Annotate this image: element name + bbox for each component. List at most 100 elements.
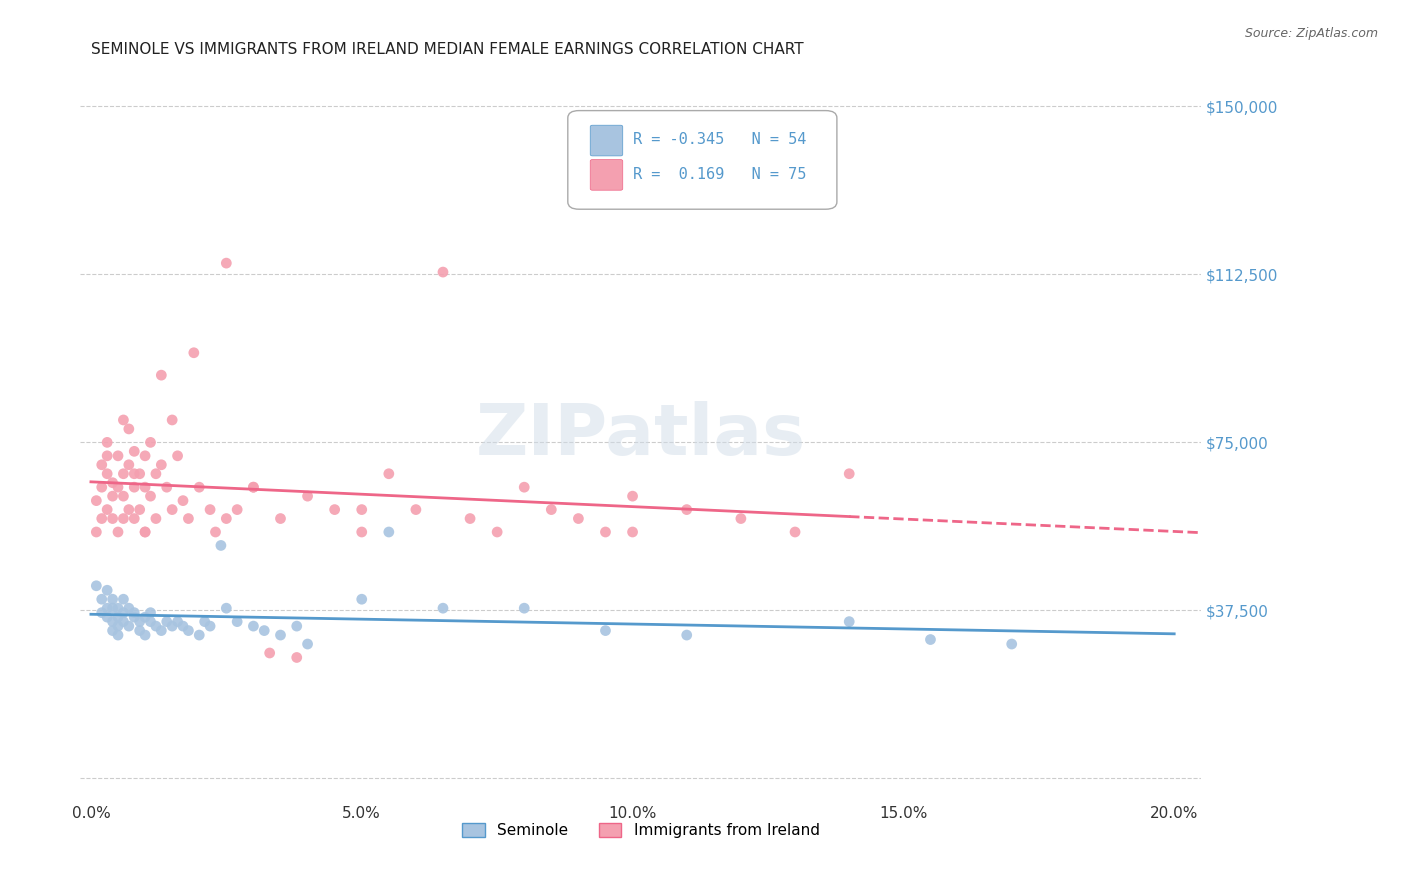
Point (134, 480, 156, 494)
Point (139, 489, 162, 503)
Point (285, 619, 308, 633)
Point (177, 511, 200, 525)
Point (101, 592, 124, 607)
Point (350, 592, 373, 607)
Point (269, 628, 291, 642)
Point (134, 524, 156, 539)
Point (112, 606, 135, 620)
Point (128, 467, 150, 481)
Point (730, 511, 752, 525)
Point (118, 502, 141, 516)
Point (183, 345, 205, 359)
Text: ZIPatlas: ZIPatlas (475, 401, 806, 470)
Point (350, 524, 373, 539)
Point (122, 610, 145, 624)
Point (112, 413, 135, 427)
Point (259, 646, 281, 660)
Point (194, 615, 217, 629)
Point (150, 624, 173, 638)
Point (112, 615, 135, 629)
Legend: Seminole, Immigrants from Ireland: Seminole, Immigrants from Ireland (456, 817, 825, 845)
Point (198, 502, 221, 516)
Point (134, 628, 156, 642)
Point (134, 449, 156, 463)
Text: Source: ZipAtlas.com: Source: ZipAtlas.com (1244, 27, 1378, 40)
Point (215, 601, 238, 615)
Point (112, 489, 135, 503)
Point (177, 624, 200, 638)
Point (595, 624, 617, 638)
Point (160, 619, 183, 633)
Point (96, 449, 118, 463)
Point (86, 579, 108, 593)
Text: R =  0.169   N = 75: R = 0.169 N = 75 (633, 167, 806, 182)
Point (96, 502, 118, 516)
Point (226, 615, 249, 629)
Point (90, 606, 112, 620)
Point (107, 610, 129, 624)
Point (242, 480, 264, 494)
Text: SEMINOLE VS IMMIGRANTS FROM IRELAND MEDIAN FEMALE EARNINGS CORRELATION CHART: SEMINOLE VS IMMIGRANTS FROM IRELAND MEDI… (91, 42, 804, 57)
Point (139, 606, 162, 620)
Point (90, 592, 112, 607)
Point (405, 502, 427, 516)
Point (172, 493, 194, 508)
Point (128, 615, 150, 629)
Point (101, 489, 124, 503)
Point (378, 524, 401, 539)
Point (621, 524, 644, 539)
Point (128, 624, 150, 638)
Point (432, 265, 454, 279)
Point (226, 502, 249, 516)
Point (198, 619, 221, 633)
Point (101, 601, 124, 615)
Point (150, 458, 173, 472)
Point (160, 502, 183, 516)
Point (107, 601, 129, 615)
Point (166, 615, 188, 629)
Point (118, 458, 141, 472)
Point (107, 524, 129, 539)
Point (96, 601, 118, 615)
Point (188, 628, 211, 642)
Point (253, 624, 276, 638)
Point (101, 511, 124, 525)
Point (297, 489, 319, 503)
Point (188, 480, 211, 494)
Point (783, 524, 806, 539)
Point (112, 592, 135, 607)
Point (122, 511, 145, 525)
Text: R = -0.345   N = 54: R = -0.345 N = 54 (633, 132, 806, 147)
Point (112, 467, 135, 481)
Point (90, 458, 112, 472)
Point (101, 615, 124, 629)
Point (107, 619, 129, 633)
Point (378, 467, 401, 481)
Point (242, 480, 264, 494)
Point (101, 624, 124, 638)
Point (118, 601, 141, 615)
Point (139, 615, 162, 629)
Point (297, 637, 319, 651)
Point (513, 601, 536, 615)
Point (209, 538, 232, 552)
Point (513, 480, 536, 494)
Point (134, 610, 156, 624)
Point (323, 502, 346, 516)
Point (172, 619, 194, 633)
Point (96, 435, 118, 450)
Point (118, 422, 141, 436)
Point (838, 615, 860, 629)
Point (128, 502, 150, 516)
Point (595, 524, 617, 539)
Point (156, 480, 179, 494)
Point (350, 502, 373, 516)
Point (90, 511, 112, 525)
Point (145, 511, 167, 525)
Point (160, 413, 183, 427)
Point (269, 511, 291, 525)
Point (567, 511, 589, 525)
Point (86, 493, 108, 508)
Point (285, 650, 308, 665)
Point (242, 619, 264, 633)
